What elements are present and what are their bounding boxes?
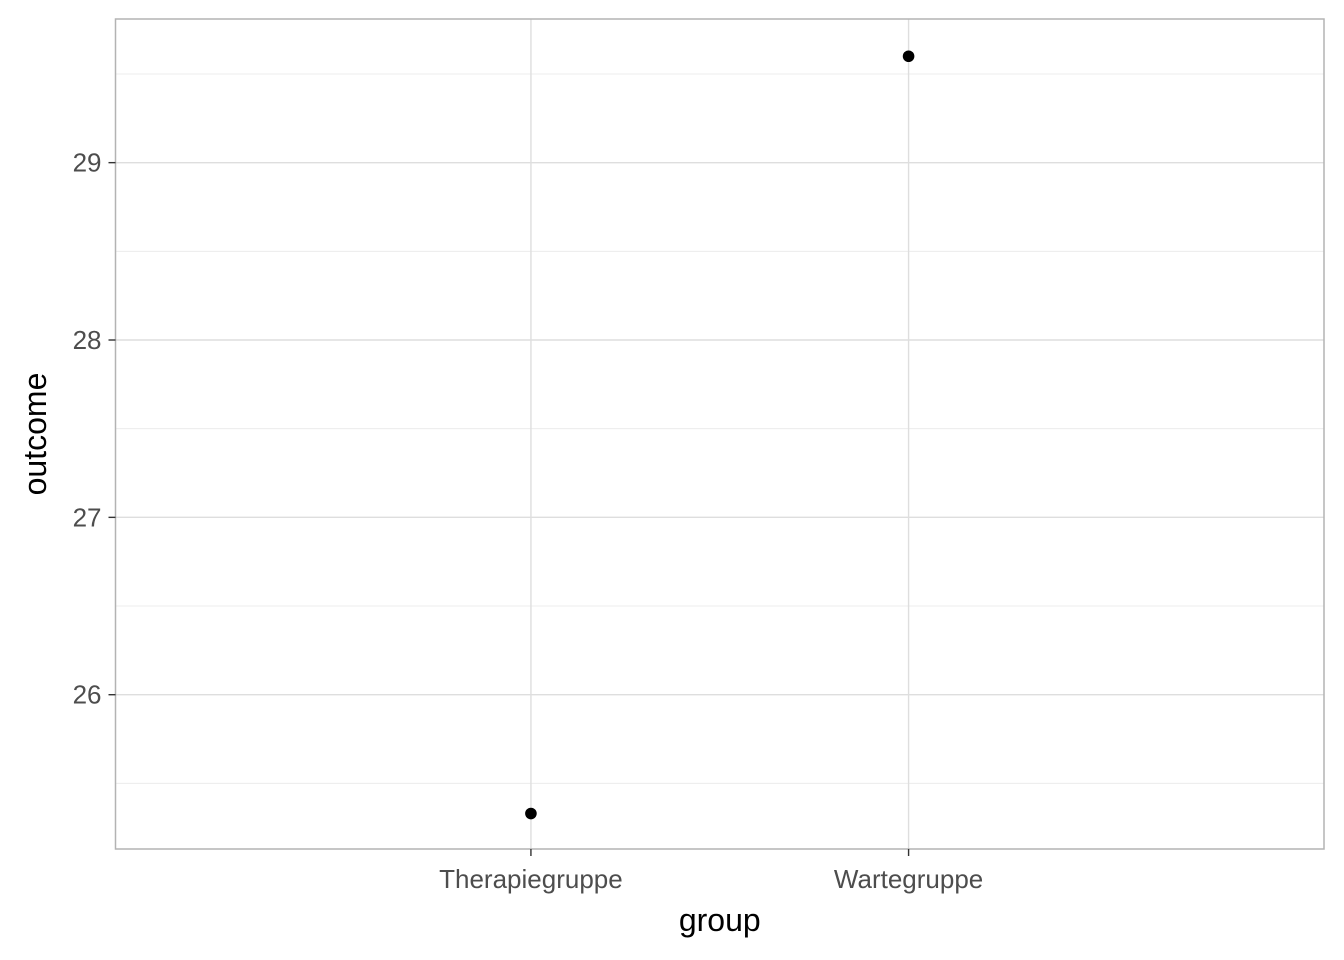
panel-border xyxy=(114,18,1325,850)
x-tick-label: Wartegruppe xyxy=(834,864,983,894)
minor-gridlines xyxy=(115,73,1324,784)
data-points xyxy=(525,50,915,820)
x-axis-ticks: Therapiegruppe Wartegruppe xyxy=(439,849,983,894)
y-axis-title: outcome xyxy=(17,373,53,496)
y-tick-label: 27 xyxy=(73,502,102,532)
x-tick-label: Therapiegruppe xyxy=(439,864,623,894)
major-gridlines xyxy=(115,19,1324,849)
data-point xyxy=(525,807,537,820)
data-point xyxy=(902,50,915,63)
y-tick-label: 28 xyxy=(73,325,102,355)
y-tick-label: 29 xyxy=(73,148,102,178)
y-tick-label: 26 xyxy=(73,680,102,710)
x-axis-title: group xyxy=(679,902,761,938)
y-axis-ticks: 26 27 28 29 xyxy=(73,148,116,710)
